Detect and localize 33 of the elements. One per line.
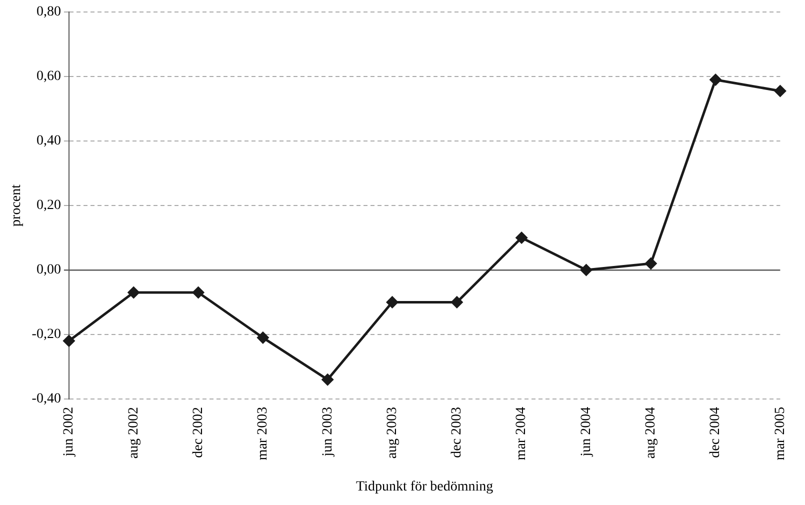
- point: [645, 258, 657, 270]
- x-tick-label: dec 2003: [450, 406, 465, 458]
- point: [580, 264, 592, 276]
- x-tick-label: mar 2005: [772, 406, 788, 460]
- point: [516, 232, 528, 244]
- x-tick-label: jun 2002: [62, 406, 77, 458]
- point: [774, 85, 786, 97]
- x-axis-title: Tidpunkt för bedömning: [356, 479, 494, 494]
- y-tick-label: 0,40: [36, 134, 61, 149]
- x-tick-label: dec 2004: [708, 406, 724, 458]
- point: [451, 296, 463, 308]
- point: [322, 374, 334, 386]
- point: [63, 335, 75, 347]
- x-tick-label: aug 2003: [384, 406, 400, 459]
- point: [128, 286, 140, 298]
- y-tick-label: -0,40: [32, 392, 61, 407]
- x-tick-label: aug 2002: [126, 406, 142, 459]
- x-tick-label: aug 2004: [644, 406, 659, 459]
- y-tick-label: 0,20: [36, 198, 61, 214]
- x-tick-label: jun 2004: [578, 406, 594, 458]
- y-tick-label: -0,20: [32, 327, 61, 342]
- x-tick-label: mar 2004: [514, 406, 530, 460]
- point: [257, 332, 269, 344]
- point: [192, 286, 204, 298]
- y-axis-title: procent: [9, 184, 24, 226]
- x-tick-label: dec 2002: [190, 406, 206, 458]
- y-tick-label: 0,60: [36, 69, 61, 84]
- x-tick-label: mar 2003: [256, 406, 271, 460]
- point: [710, 74, 722, 86]
- point: [386, 296, 398, 308]
- y-tick-label: 0,80: [36, 4, 61, 20]
- y-tick-label: 0,00: [36, 262, 61, 278]
- x-tick-label: jun 2003: [320, 406, 336, 458]
